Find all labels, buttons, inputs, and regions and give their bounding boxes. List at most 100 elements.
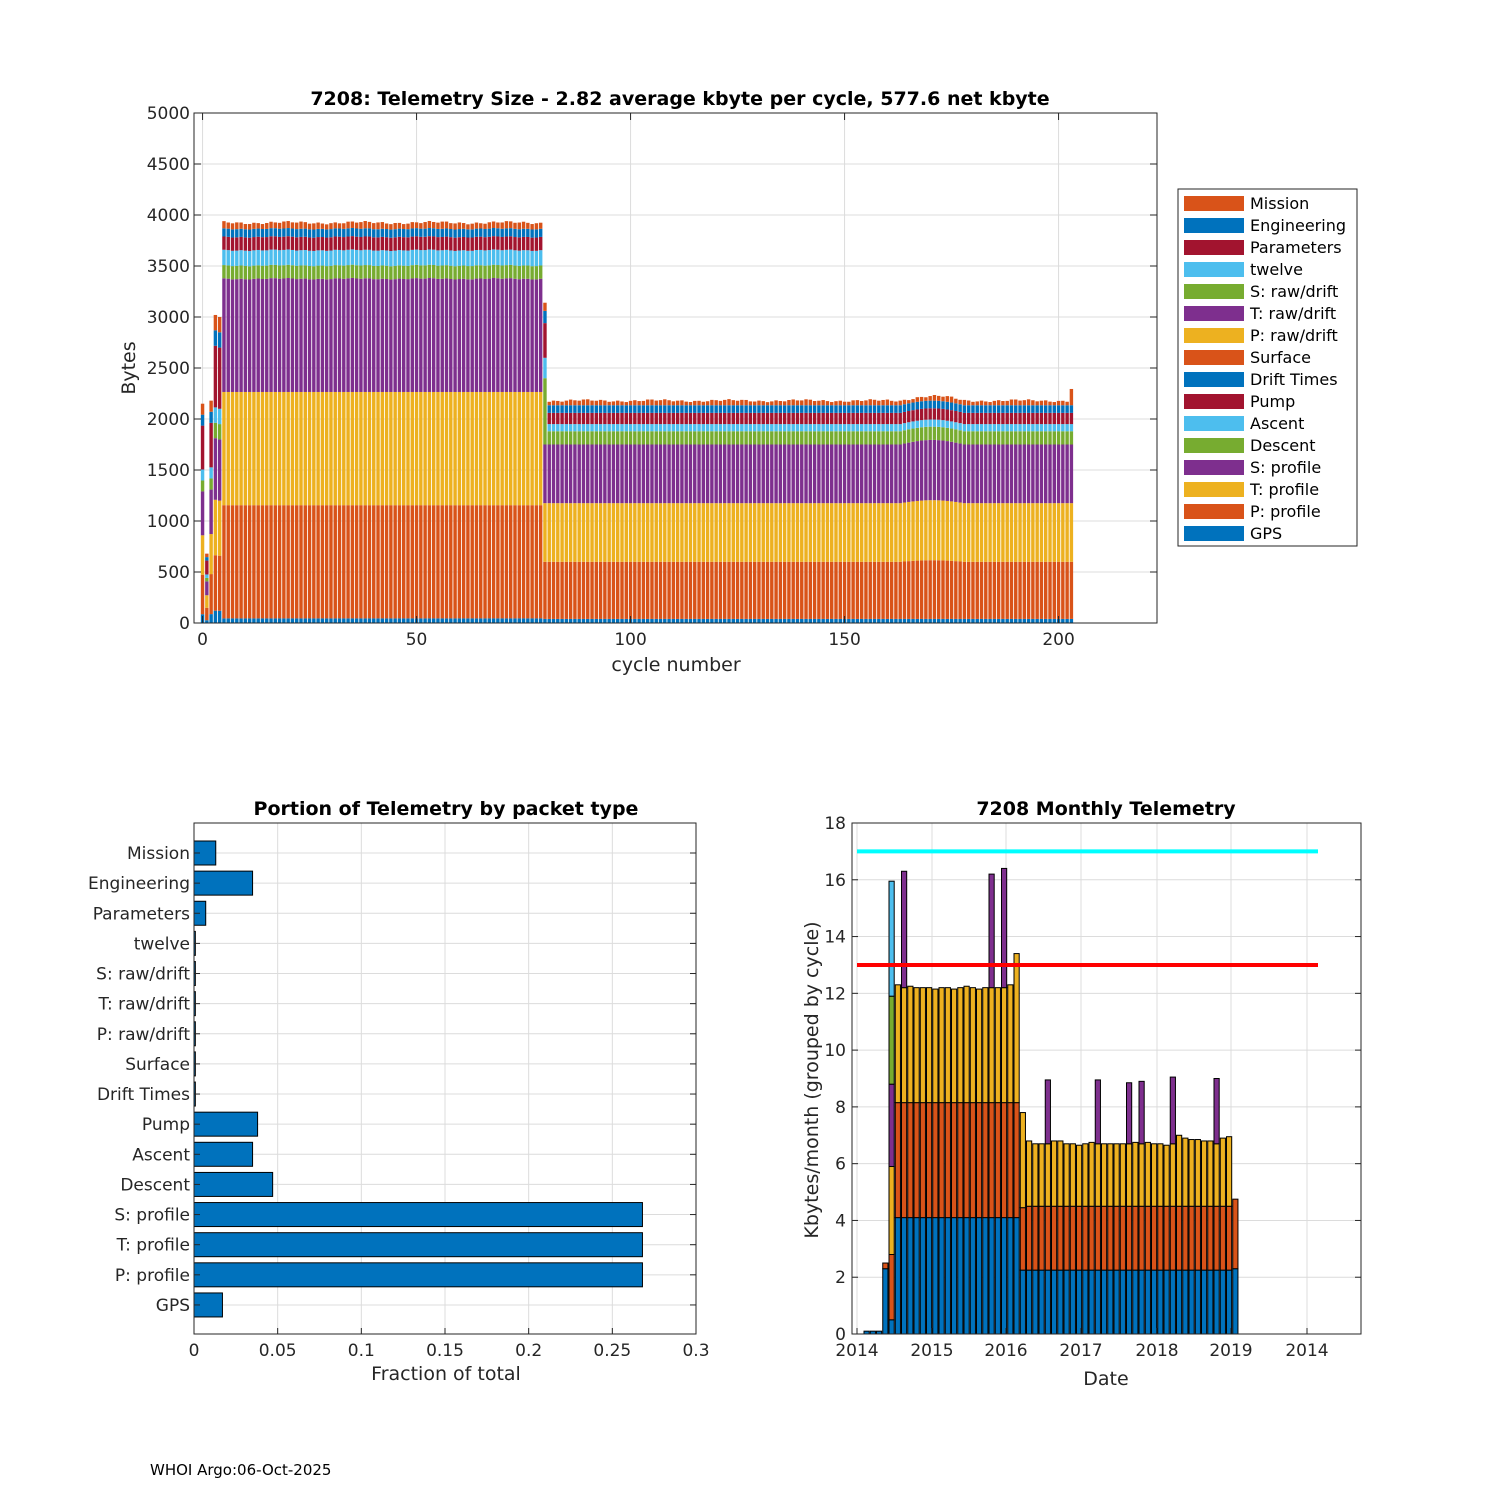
cycle-bar-segment [290,228,295,237]
cycle-bar-segment [838,405,842,413]
telemetry-size-ticks: 0500100015002000250030003500400045005000… [147,104,1157,650]
cycle-bar-segment [402,228,406,238]
cycle-bar-segment [1009,412,1014,425]
cycle-bar-segment [342,618,346,623]
cycle-bar-segment [842,431,847,445]
cycle-bar-segment [393,250,397,266]
cycle-bar-segment [260,250,265,266]
cycle-bar-segment [680,400,684,406]
category-label: T: raw/drift [97,995,190,1015]
cycle-bar-segment [594,444,599,504]
cycle-bar-segment [235,237,239,251]
packet-fraction-bar [193,870,254,896]
category-label: S: raw/drift [96,965,190,985]
cycle-bar-segment [787,503,791,562]
cycle-bar-segment [470,505,474,619]
cycle-bar-segment [1056,503,1061,562]
cycle-bar-segment [932,500,937,561]
cycle-bar-segment [996,400,1001,406]
cycle-bar-segment [945,401,949,410]
cycle-bar-segment [217,347,222,409]
monthly-bar-segment [1219,1269,1226,1335]
cycle-bar-segment [881,618,885,623]
cycle-bar-segment [675,561,680,619]
cycle-bar-segment [1048,424,1052,432]
cycle-bar-segment [295,229,299,238]
cycle-bar-segment [684,412,688,425]
cycle-bar-segment [757,424,761,432]
cycle-bar-segment [778,503,783,562]
cycle-bar-segment [620,412,624,425]
cycle-bar-segment [521,228,526,237]
cycle-bar-segment [487,265,492,279]
cycle-bar-segment [509,391,513,506]
cycle-bar-segment [299,505,303,619]
cycle-bar-segment [487,222,492,229]
cycle-bar-segment [543,503,547,562]
cycle-bar-segment [1005,431,1009,445]
cycle-bar-segment [812,431,817,445]
cycle-bar-segment [252,228,256,238]
cycle-bar-segment [440,228,444,237]
monthly-bar-segment [1151,1269,1158,1335]
cycle-bar-segment [782,401,787,406]
cycle-bar-segment [984,444,988,504]
legend-swatch [1184,284,1244,299]
cycle-bar-segment [436,618,440,623]
cycle-bar-segment [213,438,218,500]
cycle-bar-segment [705,618,710,623]
cycle-bar-segment [881,444,885,504]
cycle-bar-segment [804,424,808,432]
cycle-bar-segment [782,431,787,445]
cycle-bar-segment [461,250,466,266]
cycle-bar-segment [556,405,560,413]
monthly-bar-segment [1026,1269,1033,1335]
category-label: Pump [142,1115,190,1135]
y-tick-label: 500 [158,563,190,583]
cycle-bar-segment [260,391,265,506]
cycle-bar-segment [329,223,333,230]
monthly-bar-segment [1157,1269,1164,1335]
cycle-bar-segment [427,220,432,229]
monthly-bar-segment [1119,1269,1126,1335]
cycle-bar-segment [680,561,684,619]
cycle-bar-segment [795,431,800,445]
y-tick-label: 4000 [147,206,190,226]
cycle-bar-segment [526,265,530,279]
cycle-bar-segment [209,467,213,479]
cycle-bar-segment [406,229,410,238]
cycle-bar-segment [988,405,992,413]
cycle-bar-segment [984,431,988,445]
cycle-bar-segment [303,228,307,237]
cycle-bar-segment [748,503,753,562]
monthly-bar-segment [1113,1205,1120,1271]
cycle-bar-segment [265,250,269,266]
cycle-bar-segment [607,405,611,413]
cycle-bar-segment [898,400,902,406]
cycle-bar-segment [941,401,945,409]
cycle-bar-segment [654,412,658,425]
cycle-bar-segment [273,228,278,237]
monthly-bar-segment [969,1217,976,1335]
cycle-bar-segment [479,236,483,250]
cycle-bar-segment [222,236,226,250]
cycle-bar-segment [509,249,513,265]
cycle-bar-segment [496,505,500,619]
cycle-bar-segment [881,561,885,619]
cycle-bar-segment [885,618,890,623]
monthly-bar-segment [1007,984,1014,1104]
cycle-bar-segment [397,265,402,279]
cycle-bar-segment [847,561,851,619]
cycle-bar-segment [217,408,222,425]
cycle-bar-segment [290,222,295,229]
cycle-bar-segment [380,278,385,392]
cycle-bar-segment [881,431,885,445]
cycle-bar-segment [1022,503,1027,562]
monthly-bar-segment [963,1102,970,1219]
cycle-bar-segment [359,265,363,279]
cycle-bar-segment [915,409,920,421]
monthly-bar-segment [1169,1076,1176,1145]
cycle-bar-segment [560,405,564,413]
cycle-bar-segment [260,278,265,392]
monthly-bar-segment [1194,1139,1201,1207]
